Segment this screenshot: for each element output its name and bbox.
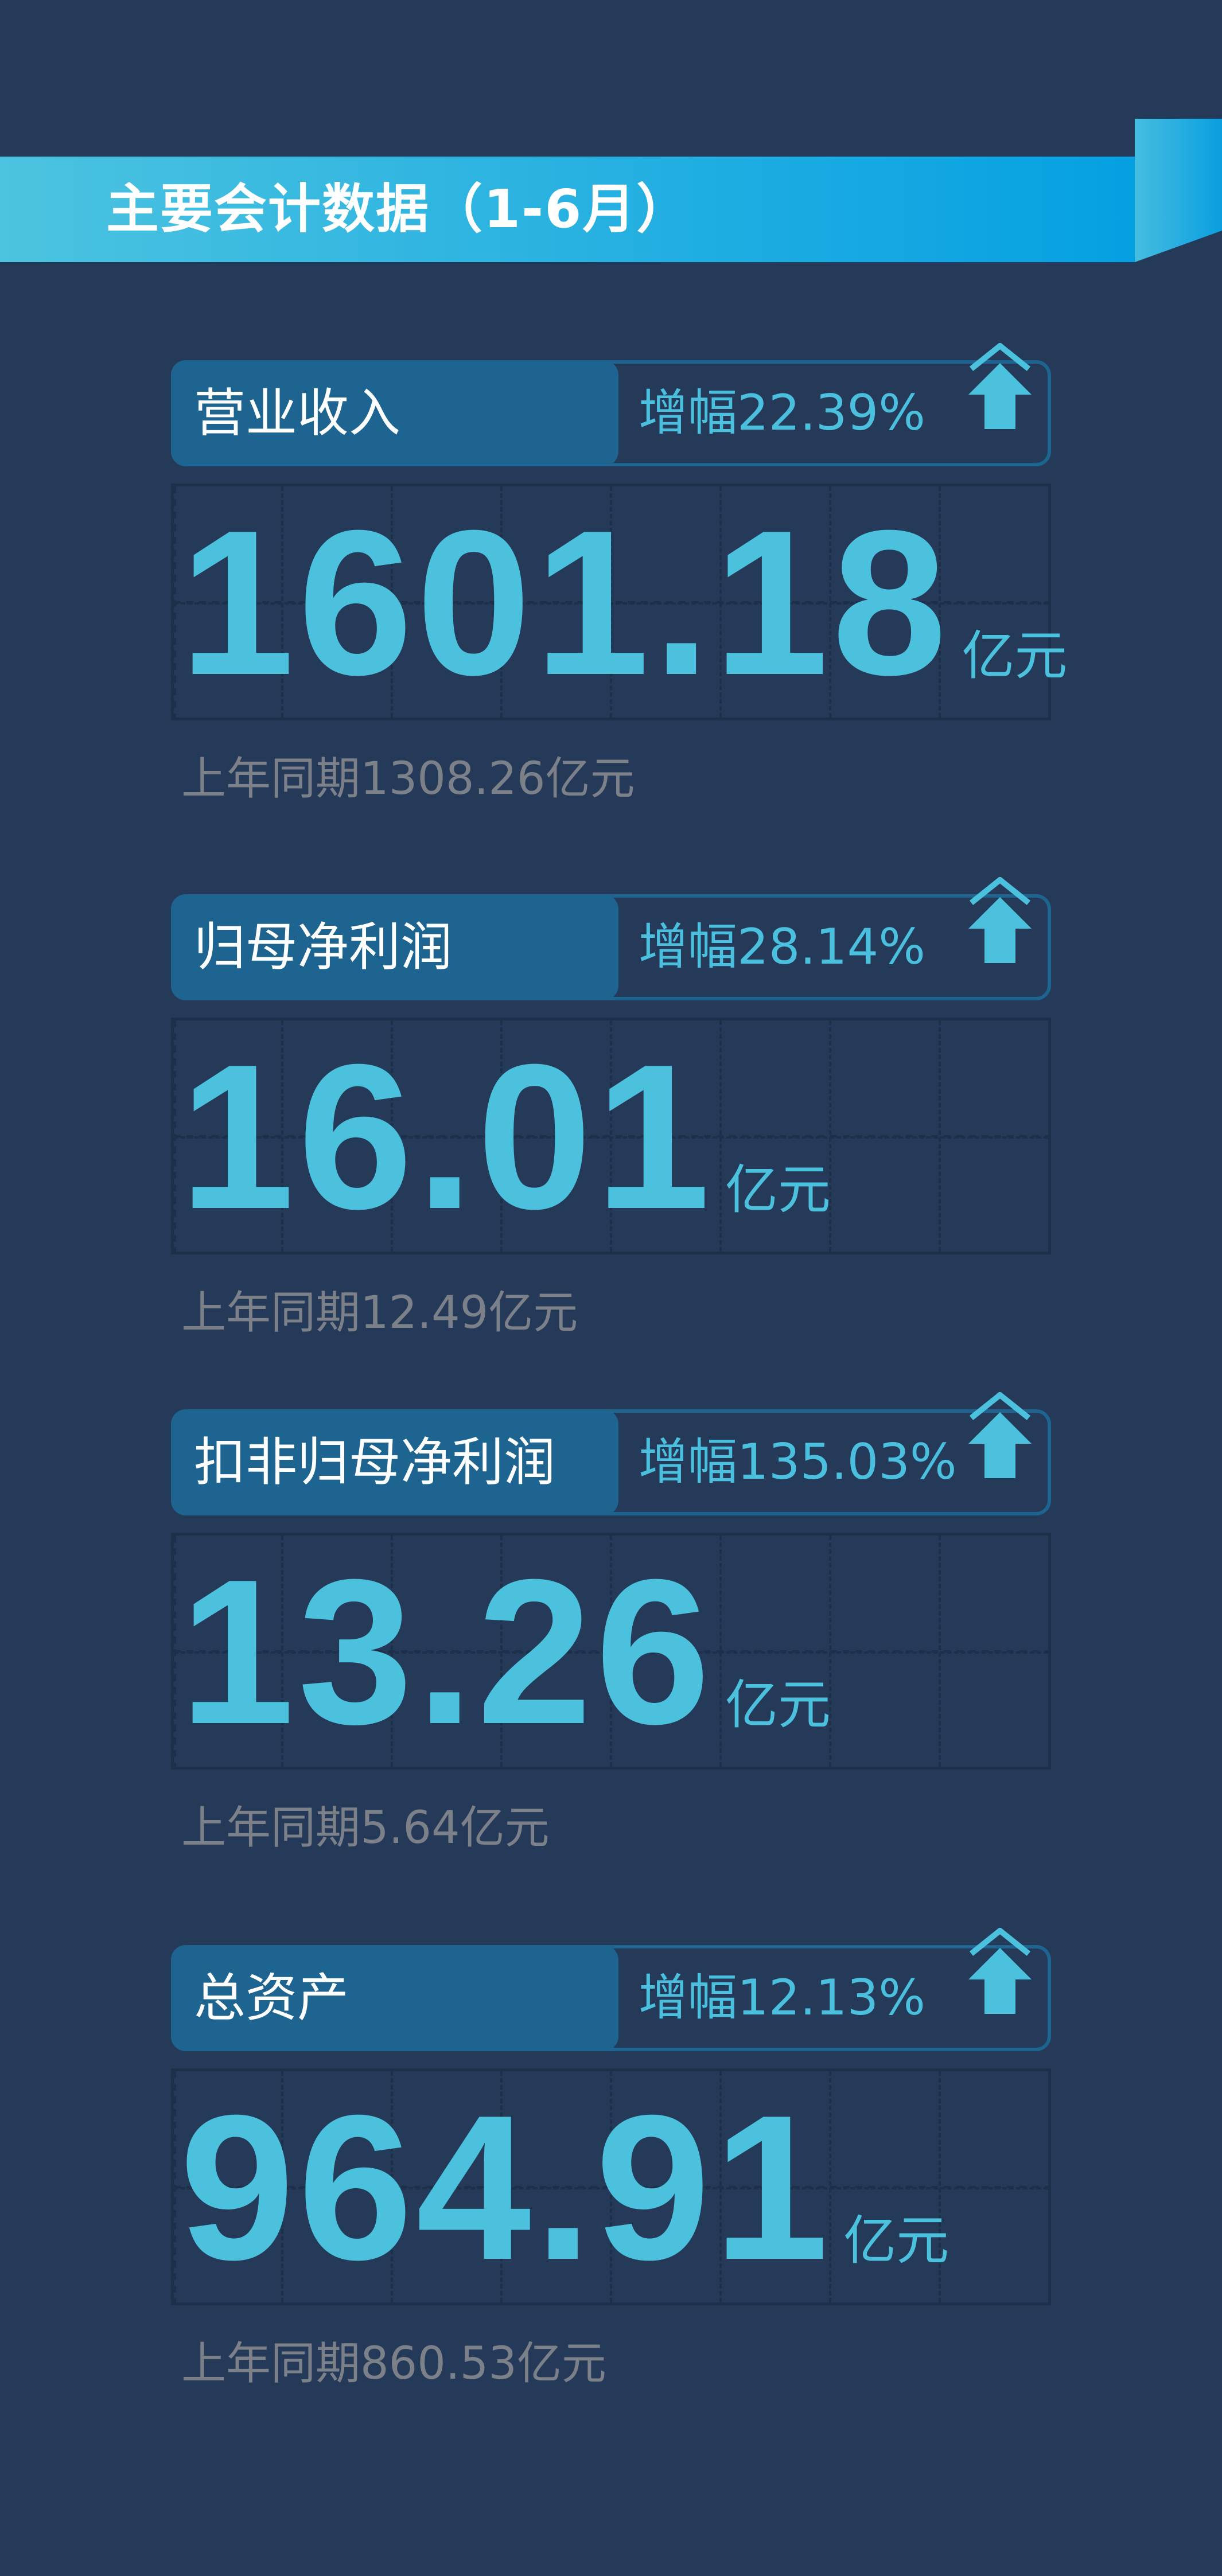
metric-growth: 增幅28.14% (639, 918, 925, 976)
arrow-up-icon (968, 877, 1032, 963)
metric-unit: 亿元 (725, 1674, 831, 1736)
metric-value: 964.91 (180, 2072, 832, 2303)
metric-value: 13.26 (180, 1537, 714, 1767)
metric-card: 营业收入 增幅22.39% 1601.18 亿元 上年同期1308.26亿元 (171, 343, 1067, 991)
arrow-up-icon (968, 1392, 1032, 1478)
page-title: 主要会计数据（1-6月） (106, 178, 691, 240)
metric-label: 归母净利润 (194, 917, 452, 977)
metric-label: 总资产 (194, 1968, 349, 2028)
metric-growth: 增幅135.03% (639, 1433, 957, 1491)
metric-label-pill (171, 1945, 618, 2051)
metric-value: 16.01 (180, 1022, 714, 1252)
metric-unit: 亿元 (962, 625, 1068, 687)
metric-value-box: 1601.18 亿元 (171, 484, 1067, 720)
metric-label-pill (171, 360, 618, 466)
metric-card: 归母净利润 增幅28.14% 16.01 亿元 上年同期12.49亿元 (171, 877, 1051, 1525)
metric-previous-period: 上年同期12.49亿元 (181, 1287, 578, 1339)
metric-card: 总资产 增幅12.13% 964.91 亿元 上年同期860.53亿元 (171, 1928, 1051, 2576)
metric-unit: 亿元 (725, 1159, 831, 1221)
metric-value-box: 16.01 亿元 (171, 1018, 1051, 1254)
metric-card: 扣非归母净利润 增幅135.03% 13.26 亿元 上年同期5.64亿元 (171, 1392, 1051, 2040)
metric-value: 1601.18 (180, 488, 951, 718)
arrow-up-icon (968, 343, 1032, 429)
metric-label-pill (171, 894, 618, 1000)
metric-value-box: 964.91 亿元 (171, 2068, 1051, 2305)
metric-previous-period: 上年同期1308.26亿元 (181, 753, 635, 805)
metric-growth: 增幅12.13% (639, 1969, 925, 2026)
metric-previous-period: 上年同期860.53亿元 (181, 2338, 606, 2390)
metric-value-box: 13.26 亿元 (171, 1533, 1051, 1770)
metric-unit: 亿元 (843, 2210, 949, 2271)
metric-growth: 增幅22.39% (639, 384, 925, 442)
title-banner (0, 157, 1135, 262)
arrow-up-icon (968, 1928, 1032, 2014)
metric-label: 营业收入 (194, 383, 400, 443)
banner-fold (1135, 119, 1222, 262)
metric-label-pill (171, 1409, 618, 1515)
metric-previous-period: 上年同期5.64亿元 (181, 1802, 550, 1854)
metric-label: 扣非归母净利润 (194, 1432, 555, 1492)
